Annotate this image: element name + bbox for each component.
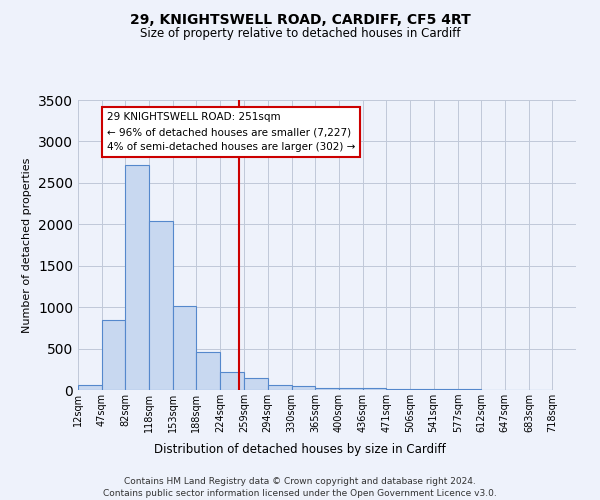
Bar: [410, 389, 434, 390]
Text: Contains HM Land Registry data © Crown copyright and database right 2024.: Contains HM Land Registry data © Crown c…: [124, 478, 476, 486]
Bar: [339, 388, 363, 390]
Bar: [101, 320, 125, 390]
Bar: [434, 389, 458, 390]
Text: 29 KNIGHTSWELL ROAD: 251sqm
← 96% of detached houses are smaller (7,227)
4% of s: 29 KNIGHTSWELL ROAD: 251sqm ← 96% of det…: [107, 112, 355, 152]
Text: Size of property relative to detached houses in Cardiff: Size of property relative to detached ho…: [140, 28, 460, 40]
Bar: [173, 306, 196, 390]
Bar: [315, 388, 339, 390]
Bar: [125, 164, 149, 390]
Bar: [149, 221, 173, 390]
Bar: [386, 389, 410, 390]
Bar: [292, 386, 315, 390]
Bar: [220, 372, 244, 390]
Bar: [78, 385, 101, 390]
Text: Contains public sector information licensed under the Open Government Licence v3: Contains public sector information licen…: [103, 489, 497, 498]
Y-axis label: Number of detached properties: Number of detached properties: [22, 158, 32, 332]
Bar: [363, 388, 386, 390]
Bar: [196, 352, 220, 390]
Bar: [244, 378, 268, 390]
Bar: [268, 384, 292, 390]
Text: 29, KNIGHTSWELL ROAD, CARDIFF, CF5 4RT: 29, KNIGHTSWELL ROAD, CARDIFF, CF5 4RT: [130, 12, 470, 26]
Text: Distribution of detached houses by size in Cardiff: Distribution of detached houses by size …: [154, 442, 446, 456]
